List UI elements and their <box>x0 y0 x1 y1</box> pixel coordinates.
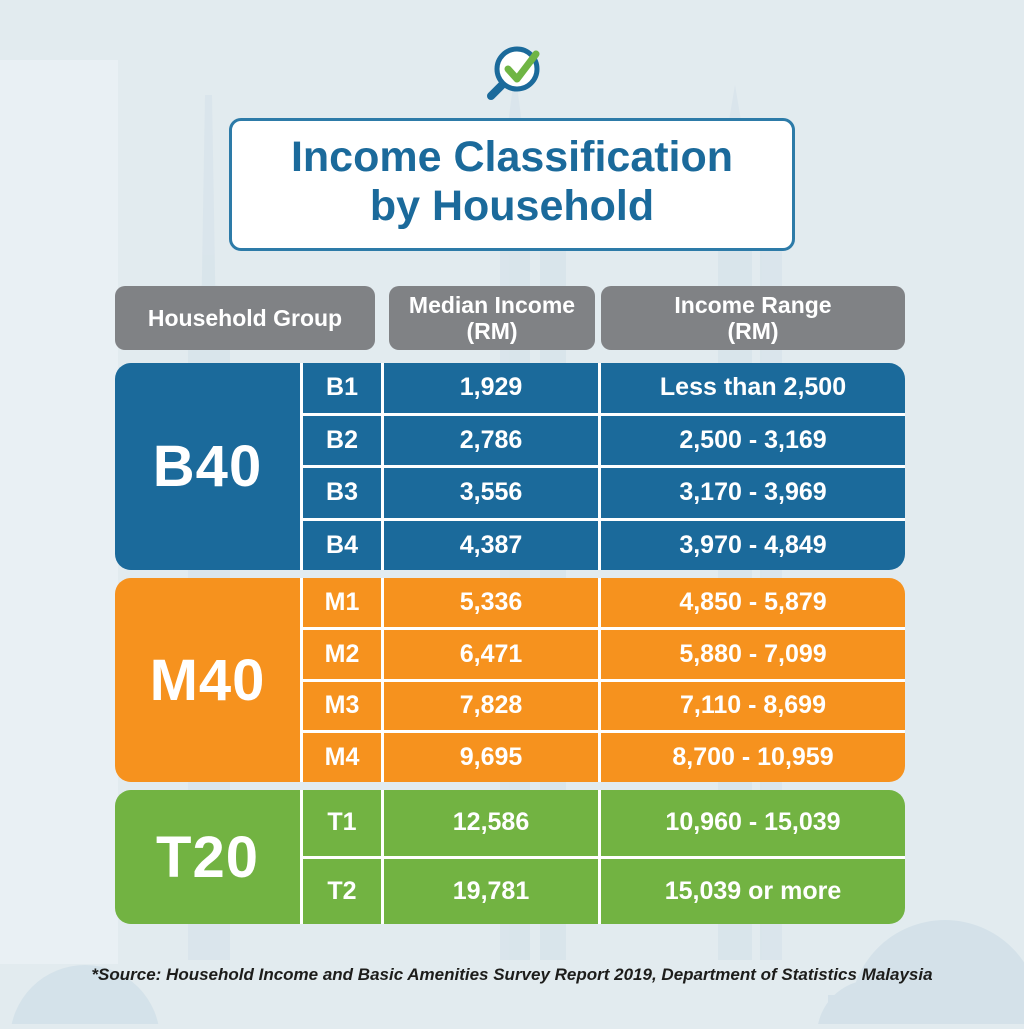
header-household-group: Household Group <box>115 286 375 350</box>
table-row: T2 19,781 15,039 or more <box>303 855 905 924</box>
source-note: *Source: Household Income and Basic Amen… <box>91 965 933 984</box>
subgroup-cell: M3 <box>303 681 384 731</box>
table-row: B2 2,786 2,500 - 3,169 <box>303 412 905 465</box>
subgroup-cell: B2 <box>303 415 384 465</box>
median-cell: 1,929 <box>384 363 601 413</box>
range-cell: 4,850 - 5,879 <box>679 587 827 616</box>
page-title: Income Classification by Household <box>229 118 795 251</box>
title-line-1: Income Classification <box>290 133 734 181</box>
group-rows-m40: M1 5,336 4,850 - 5,879 M2 6,471 5,880 - … <box>303 578 905 782</box>
header-median-income: Median Income (RM) <box>389 286 595 350</box>
table-row: M4 9,695 8,700 - 10,959 <box>303 730 905 782</box>
group-block-t20: T20 T1 12,586 10,960 - 15,039 T2 19,781 … <box>115 790 905 924</box>
header-income-range: Income Range (RM) <box>601 286 905 350</box>
median-cell: 3,556 <box>384 468 601 518</box>
table-row: M3 7,828 7,110 - 8,699 <box>303 678 905 731</box>
median-cell: 6,471 <box>384 629 601 679</box>
header-icon-area <box>0 38 1024 115</box>
table-row: B3 3,556 3,170 - 3,969 <box>303 465 905 518</box>
median-cell: 12,586 <box>384 790 601 856</box>
table-header-row: Household Group Median Income (RM) Incom… <box>115 286 905 350</box>
median-cell: 19,781 <box>384 858 601 924</box>
subgroup-cell: T2 <box>303 858 384 924</box>
table-row: T1 12,586 10,960 - 15,039 <box>303 790 905 856</box>
subgroup-cell: M1 <box>303 578 384 627</box>
group-rows-t20: T1 12,586 10,960 - 15,039 T2 19,781 15,0… <box>303 790 905 924</box>
group-label-b40: B40 <box>115 363 303 570</box>
subgroup-cell: B3 <box>303 468 384 518</box>
range-cell: 2,500 - 3,169 <box>679 425 827 454</box>
subgroup-cell: M2 <box>303 629 384 679</box>
median-cell: 7,828 <box>384 681 601 731</box>
subgroup-cell: M4 <box>303 733 384 782</box>
range-cell: 3,970 - 4,849 <box>679 530 827 559</box>
range-cell: Less than 2,500 <box>659 373 847 402</box>
group-label-m40: M40 <box>115 578 303 782</box>
subgroup-cell: B1 <box>303 363 384 413</box>
median-cell: 5,336 <box>384 578 601 627</box>
group-block-b40: B40 B1 1,929 Less than 2,500 B2 2,786 2,… <box>115 363 905 570</box>
range-cell: 3,170 - 3,969 <box>679 478 827 507</box>
table-row: B4 4,387 3,970 - 4,849 <box>303 517 905 570</box>
median-cell: 9,695 <box>384 733 601 782</box>
group-label-t20: T20 <box>115 790 303 924</box>
range-cell: 5,880 - 7,099 <box>679 639 827 668</box>
range-cell: 7,110 - 8,699 <box>680 691 826 720</box>
group-block-m40: M40 M1 5,336 4,850 - 5,879 M2 6,471 5,88… <box>115 578 905 782</box>
median-cell: 2,786 <box>384 415 601 465</box>
range-cell: 15,039 or more <box>664 876 842 905</box>
table-row: M2 6,471 5,880 - 7,099 <box>303 626 905 679</box>
table-row: M1 5,336 4,850 - 5,879 <box>303 578 905 627</box>
title-line-2: by Household <box>369 182 655 231</box>
table-row: B1 1,929 Less than 2,500 <box>303 363 905 413</box>
subgroup-cell: B4 <box>303 520 384 570</box>
range-cell: 10,960 - 15,039 <box>665 808 841 837</box>
magnifier-check-icon <box>476 38 548 115</box>
income-table: Household Group Median Income (RM) Incom… <box>115 286 905 932</box>
median-cell: 4,387 <box>384 520 601 570</box>
group-rows-b40: B1 1,929 Less than 2,500 B2 2,786 2,500 … <box>303 363 905 570</box>
subgroup-cell: T1 <box>303 790 384 856</box>
range-cell: 8,700 - 10,959 <box>672 743 834 772</box>
